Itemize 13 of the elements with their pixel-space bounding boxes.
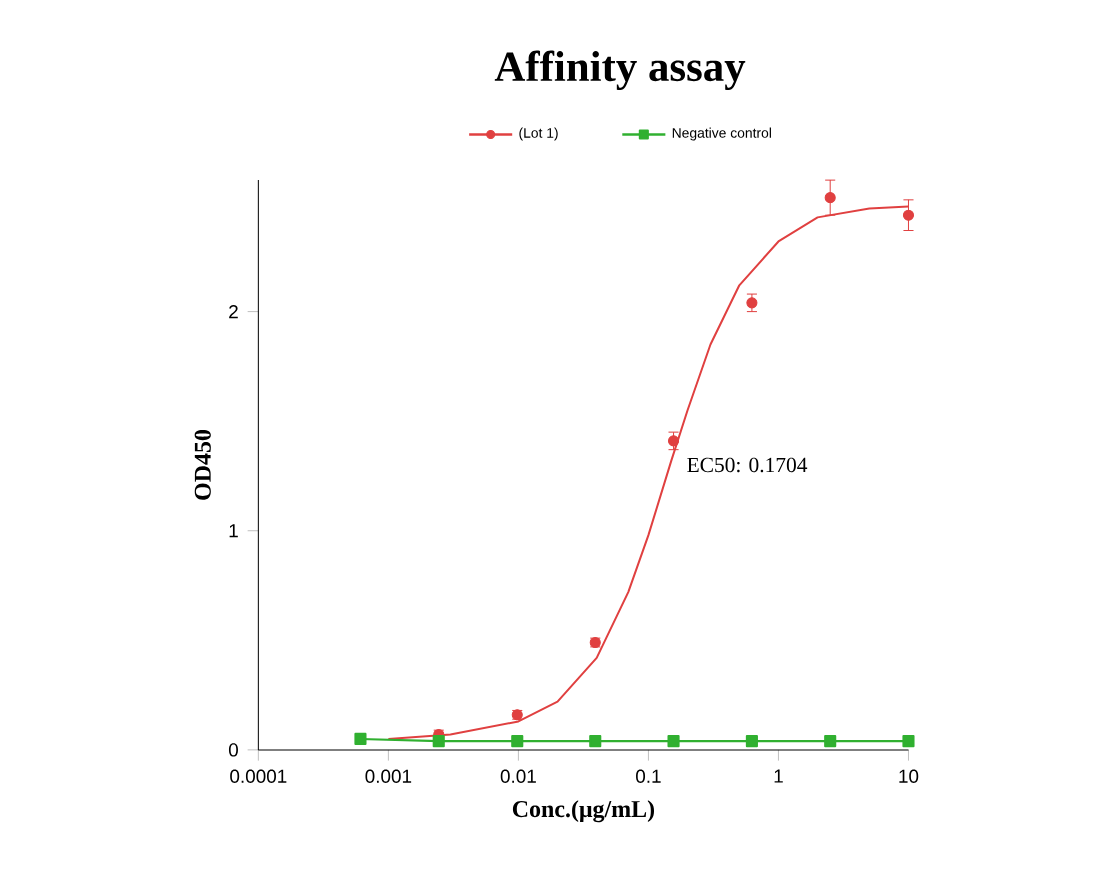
x-tick-label: 10 — [899, 769, 919, 784]
y-tick-label: 2 — [229, 305, 238, 319]
chart-title: Affinity assay — [494, 50, 746, 91]
x-tick-label: 0.0001 — [230, 769, 287, 784]
y-tick-label: 0 — [228, 743, 238, 757]
y-axis-title: OD450 — [194, 430, 211, 500]
x-tick-label: 1 — [774, 769, 783, 783]
x-tick-label: 0.001 — [365, 769, 412, 784]
annotation: EC50: 0.1704 — [687, 457, 808, 473]
x-tick-label: 0.1 — [636, 769, 661, 784]
y-tick-label: 1 — [229, 524, 238, 538]
x-axis-title: Conc.(μg/mL) — [512, 800, 655, 823]
x-tick-label: 0.01 — [500, 769, 536, 784]
